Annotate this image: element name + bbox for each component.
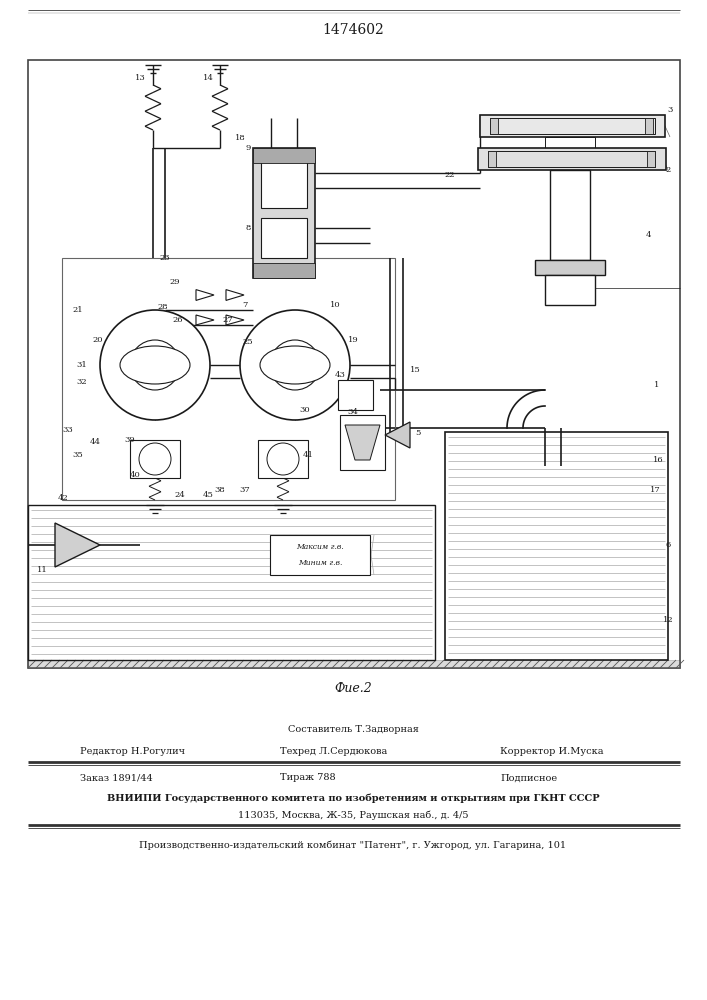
Text: 41: 41 (303, 451, 313, 459)
Text: 25: 25 (243, 338, 253, 346)
Text: Миним г.в.: Миним г.в. (298, 559, 342, 567)
Circle shape (240, 310, 350, 420)
Text: 29: 29 (170, 278, 180, 286)
Bar (28, 60, 680, 668)
Text: 40: 40 (129, 471, 141, 479)
Text: 12: 12 (662, 616, 673, 624)
Text: 33: 33 (63, 426, 74, 434)
Bar (480, 115, 665, 137)
Polygon shape (345, 425, 380, 460)
Text: 26: 26 (173, 316, 183, 324)
Bar (270, 535, 370, 575)
Bar (545, 275, 595, 305)
Text: 7: 7 (243, 301, 247, 309)
Text: 4: 4 (645, 231, 650, 239)
Text: 43: 43 (334, 371, 346, 379)
Text: 28: 28 (158, 303, 168, 311)
Text: 44: 44 (90, 438, 100, 446)
Text: 15: 15 (409, 366, 421, 374)
Text: Максим г.в.: Максим г.в. (296, 543, 344, 551)
Text: 1474602: 1474602 (322, 23, 384, 37)
Bar (340, 415, 385, 470)
Text: 20: 20 (93, 336, 103, 344)
Text: 6: 6 (665, 541, 671, 549)
Text: 24: 24 (175, 491, 185, 499)
Bar (478, 148, 666, 170)
Bar (258, 440, 308, 478)
Text: 27: 27 (223, 316, 233, 324)
Bar (490, 118, 655, 134)
Text: Подписное: Подписное (500, 774, 557, 782)
Text: Техред Л.Сердюкова: Техред Л.Сердюкова (280, 748, 387, 756)
Text: 3: 3 (667, 106, 672, 114)
Polygon shape (196, 315, 214, 325)
Text: 2: 2 (665, 166, 671, 174)
Text: 37: 37 (240, 486, 250, 494)
Text: Фие.2: Фие.2 (334, 682, 372, 694)
Bar (261, 158, 307, 208)
Polygon shape (385, 422, 410, 448)
Bar (28, 505, 435, 660)
Bar (28, 660, 680, 668)
Text: 23: 23 (160, 254, 170, 262)
Text: ВНИИПИ Государственного комитета по изобретениям и открытиям при ГКНТ СССР: ВНИИПИ Государственного комитета по изоб… (107, 793, 600, 803)
Text: 18: 18 (235, 134, 245, 142)
Bar (130, 440, 180, 478)
Text: 11: 11 (37, 566, 47, 574)
Bar (488, 151, 496, 167)
Ellipse shape (260, 346, 330, 384)
Text: 22: 22 (445, 171, 455, 179)
Bar (645, 118, 653, 134)
Ellipse shape (120, 346, 190, 384)
Bar (62, 258, 395, 500)
Text: 34: 34 (348, 408, 358, 416)
Bar (253, 148, 315, 278)
Text: 10: 10 (329, 301, 340, 309)
Text: Редактор Н.Рогулич: Редактор Н.Рогулич (80, 748, 185, 756)
Polygon shape (196, 290, 214, 300)
Text: 16: 16 (653, 456, 663, 464)
Text: 38: 38 (215, 486, 226, 494)
Bar (490, 118, 498, 134)
Text: Заказ 1891/44: Заказ 1891/44 (80, 774, 153, 782)
Bar (647, 151, 655, 167)
Bar (488, 151, 655, 167)
Polygon shape (226, 315, 244, 325)
Bar (338, 380, 373, 410)
Text: 13: 13 (134, 74, 146, 82)
Polygon shape (226, 290, 244, 300)
Text: 30: 30 (300, 406, 310, 414)
Bar (550, 170, 590, 260)
Polygon shape (55, 523, 100, 567)
Text: 42: 42 (58, 494, 69, 502)
Text: 39: 39 (124, 436, 135, 444)
Bar (535, 260, 605, 275)
Text: 17: 17 (650, 486, 660, 494)
Text: 5: 5 (415, 429, 421, 437)
Text: Составитель Т.Задворная: Составитель Т.Задворная (288, 726, 419, 734)
Circle shape (100, 310, 210, 420)
Text: 1: 1 (654, 381, 660, 389)
Bar (445, 432, 668, 660)
Text: 14: 14 (203, 74, 214, 82)
Text: 32: 32 (76, 378, 87, 386)
Text: 8: 8 (245, 224, 251, 232)
Text: 35: 35 (73, 451, 83, 459)
Text: Производственно-издательский комбинат "Патент", г. Ужгород, ул. Гагарина, 101: Производственно-издательский комбинат "П… (139, 840, 566, 850)
Bar (253, 263, 315, 278)
Text: Корректор И.Муска: Корректор И.Муска (500, 748, 604, 756)
Text: Тираж 788: Тираж 788 (280, 774, 336, 782)
Bar (261, 218, 307, 258)
Text: 113035, Москва, Ж-35, Раушская наб., д. 4/5: 113035, Москва, Ж-35, Раушская наб., д. … (238, 810, 468, 820)
Text: 45: 45 (203, 491, 214, 499)
Text: 19: 19 (348, 336, 358, 344)
Bar (545, 137, 595, 148)
Text: 21: 21 (73, 306, 83, 314)
Text: 31: 31 (76, 361, 88, 369)
Text: 9: 9 (245, 144, 251, 152)
Bar (253, 148, 315, 163)
